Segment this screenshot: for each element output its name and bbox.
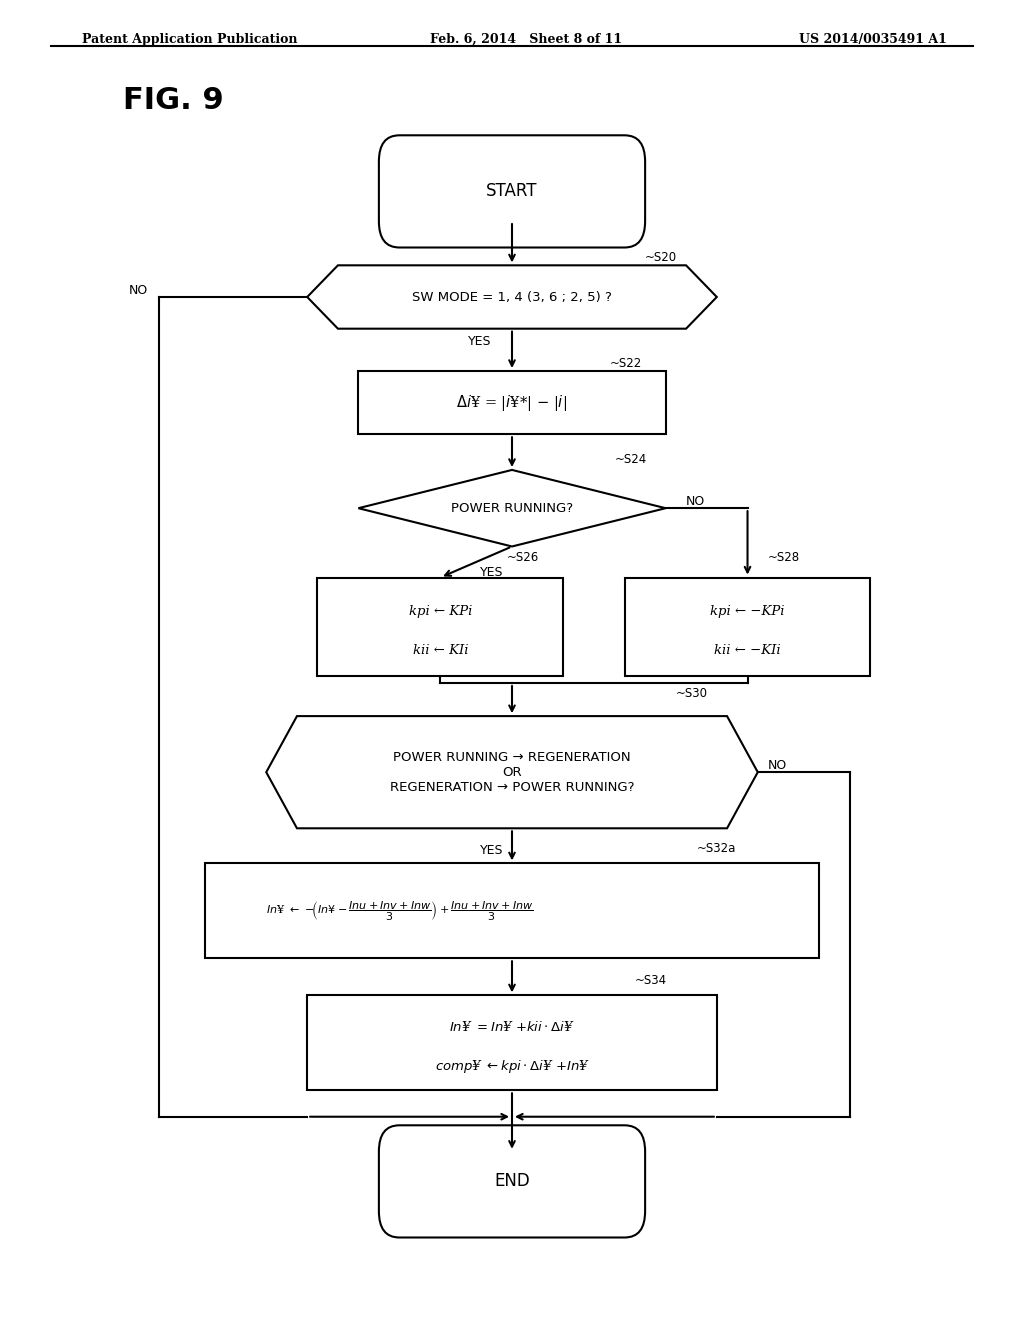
Text: NO: NO <box>686 495 706 508</box>
Polygon shape <box>358 470 666 546</box>
Text: Patent Application Publication: Patent Application Publication <box>82 33 297 46</box>
Text: $In$¥ $= In$¥ $+ kii \cdot \Delta i$¥: $In$¥ $= In$¥ $+ kii \cdot \Delta i$¥ <box>450 1020 574 1034</box>
Text: ~S20: ~S20 <box>645 251 677 264</box>
Text: US 2014/0035491 A1: US 2014/0035491 A1 <box>799 33 946 46</box>
Text: SW MODE = 1, 4 (3, 6 ; 2, 5) ?: SW MODE = 1, 4 (3, 6 ; 2, 5) ? <box>412 290 612 304</box>
Text: START: START <box>486 182 538 201</box>
Text: Feb. 6, 2014   Sheet 8 of 11: Feb. 6, 2014 Sheet 8 of 11 <box>430 33 623 46</box>
FancyBboxPatch shape <box>358 371 666 434</box>
Text: $comp$¥ $\leftarrow kpi \cdot \Delta i$¥ $+ In$¥: $comp$¥ $\leftarrow kpi \cdot \Delta i$¥… <box>434 1059 590 1074</box>
FancyBboxPatch shape <box>317 578 563 676</box>
Text: ~S30: ~S30 <box>676 686 708 700</box>
Text: POWER RUNNING → REGENERATION
OR
REGENERATION → POWER RUNNING?: POWER RUNNING → REGENERATION OR REGENERA… <box>390 751 634 793</box>
FancyBboxPatch shape <box>205 863 819 958</box>
Text: ~S34: ~S34 <box>635 974 667 987</box>
Text: ~S26: ~S26 <box>507 550 539 564</box>
Text: YES: YES <box>480 845 503 857</box>
Text: ~S28: ~S28 <box>768 550 800 564</box>
Text: POWER RUNNING?: POWER RUNNING? <box>451 502 573 515</box>
FancyBboxPatch shape <box>379 1125 645 1238</box>
Text: ~S22: ~S22 <box>609 356 641 370</box>
Text: YES: YES <box>468 335 492 348</box>
Text: $\Delta i$¥ = |$i$¥*| $-$ |$i$|: $\Delta i$¥ = |$i$¥*| $-$ |$i$| <box>457 392 567 413</box>
Text: NO: NO <box>129 284 148 297</box>
Polygon shape <box>307 265 717 329</box>
FancyBboxPatch shape <box>379 135 645 248</box>
FancyBboxPatch shape <box>625 578 870 676</box>
Text: NO: NO <box>768 759 787 772</box>
Text: END: END <box>495 1172 529 1191</box>
Text: kii ← KIi: kii ← KIi <box>413 644 468 657</box>
Text: FIG. 9: FIG. 9 <box>123 86 223 115</box>
Text: kpi ← −KPi: kpi ← −KPi <box>711 605 784 618</box>
Text: ~S32a: ~S32a <box>696 842 735 855</box>
Text: kpi ← KPi: kpi ← KPi <box>409 605 472 618</box>
Text: $In$¥ $\leftarrow$ $-\!\left(In\text{¥} - \dfrac{Inu+Inv+Inw}{3}\right) + \dfrac: $In$¥ $\leftarrow$ $-\!\left(In\text{¥} … <box>266 899 534 923</box>
Polygon shape <box>266 715 758 829</box>
Text: ~S24: ~S24 <box>614 453 646 466</box>
FancyBboxPatch shape <box>307 995 717 1090</box>
Text: YES: YES <box>480 566 503 579</box>
Text: kii ← −KIi: kii ← −KIi <box>714 644 781 657</box>
